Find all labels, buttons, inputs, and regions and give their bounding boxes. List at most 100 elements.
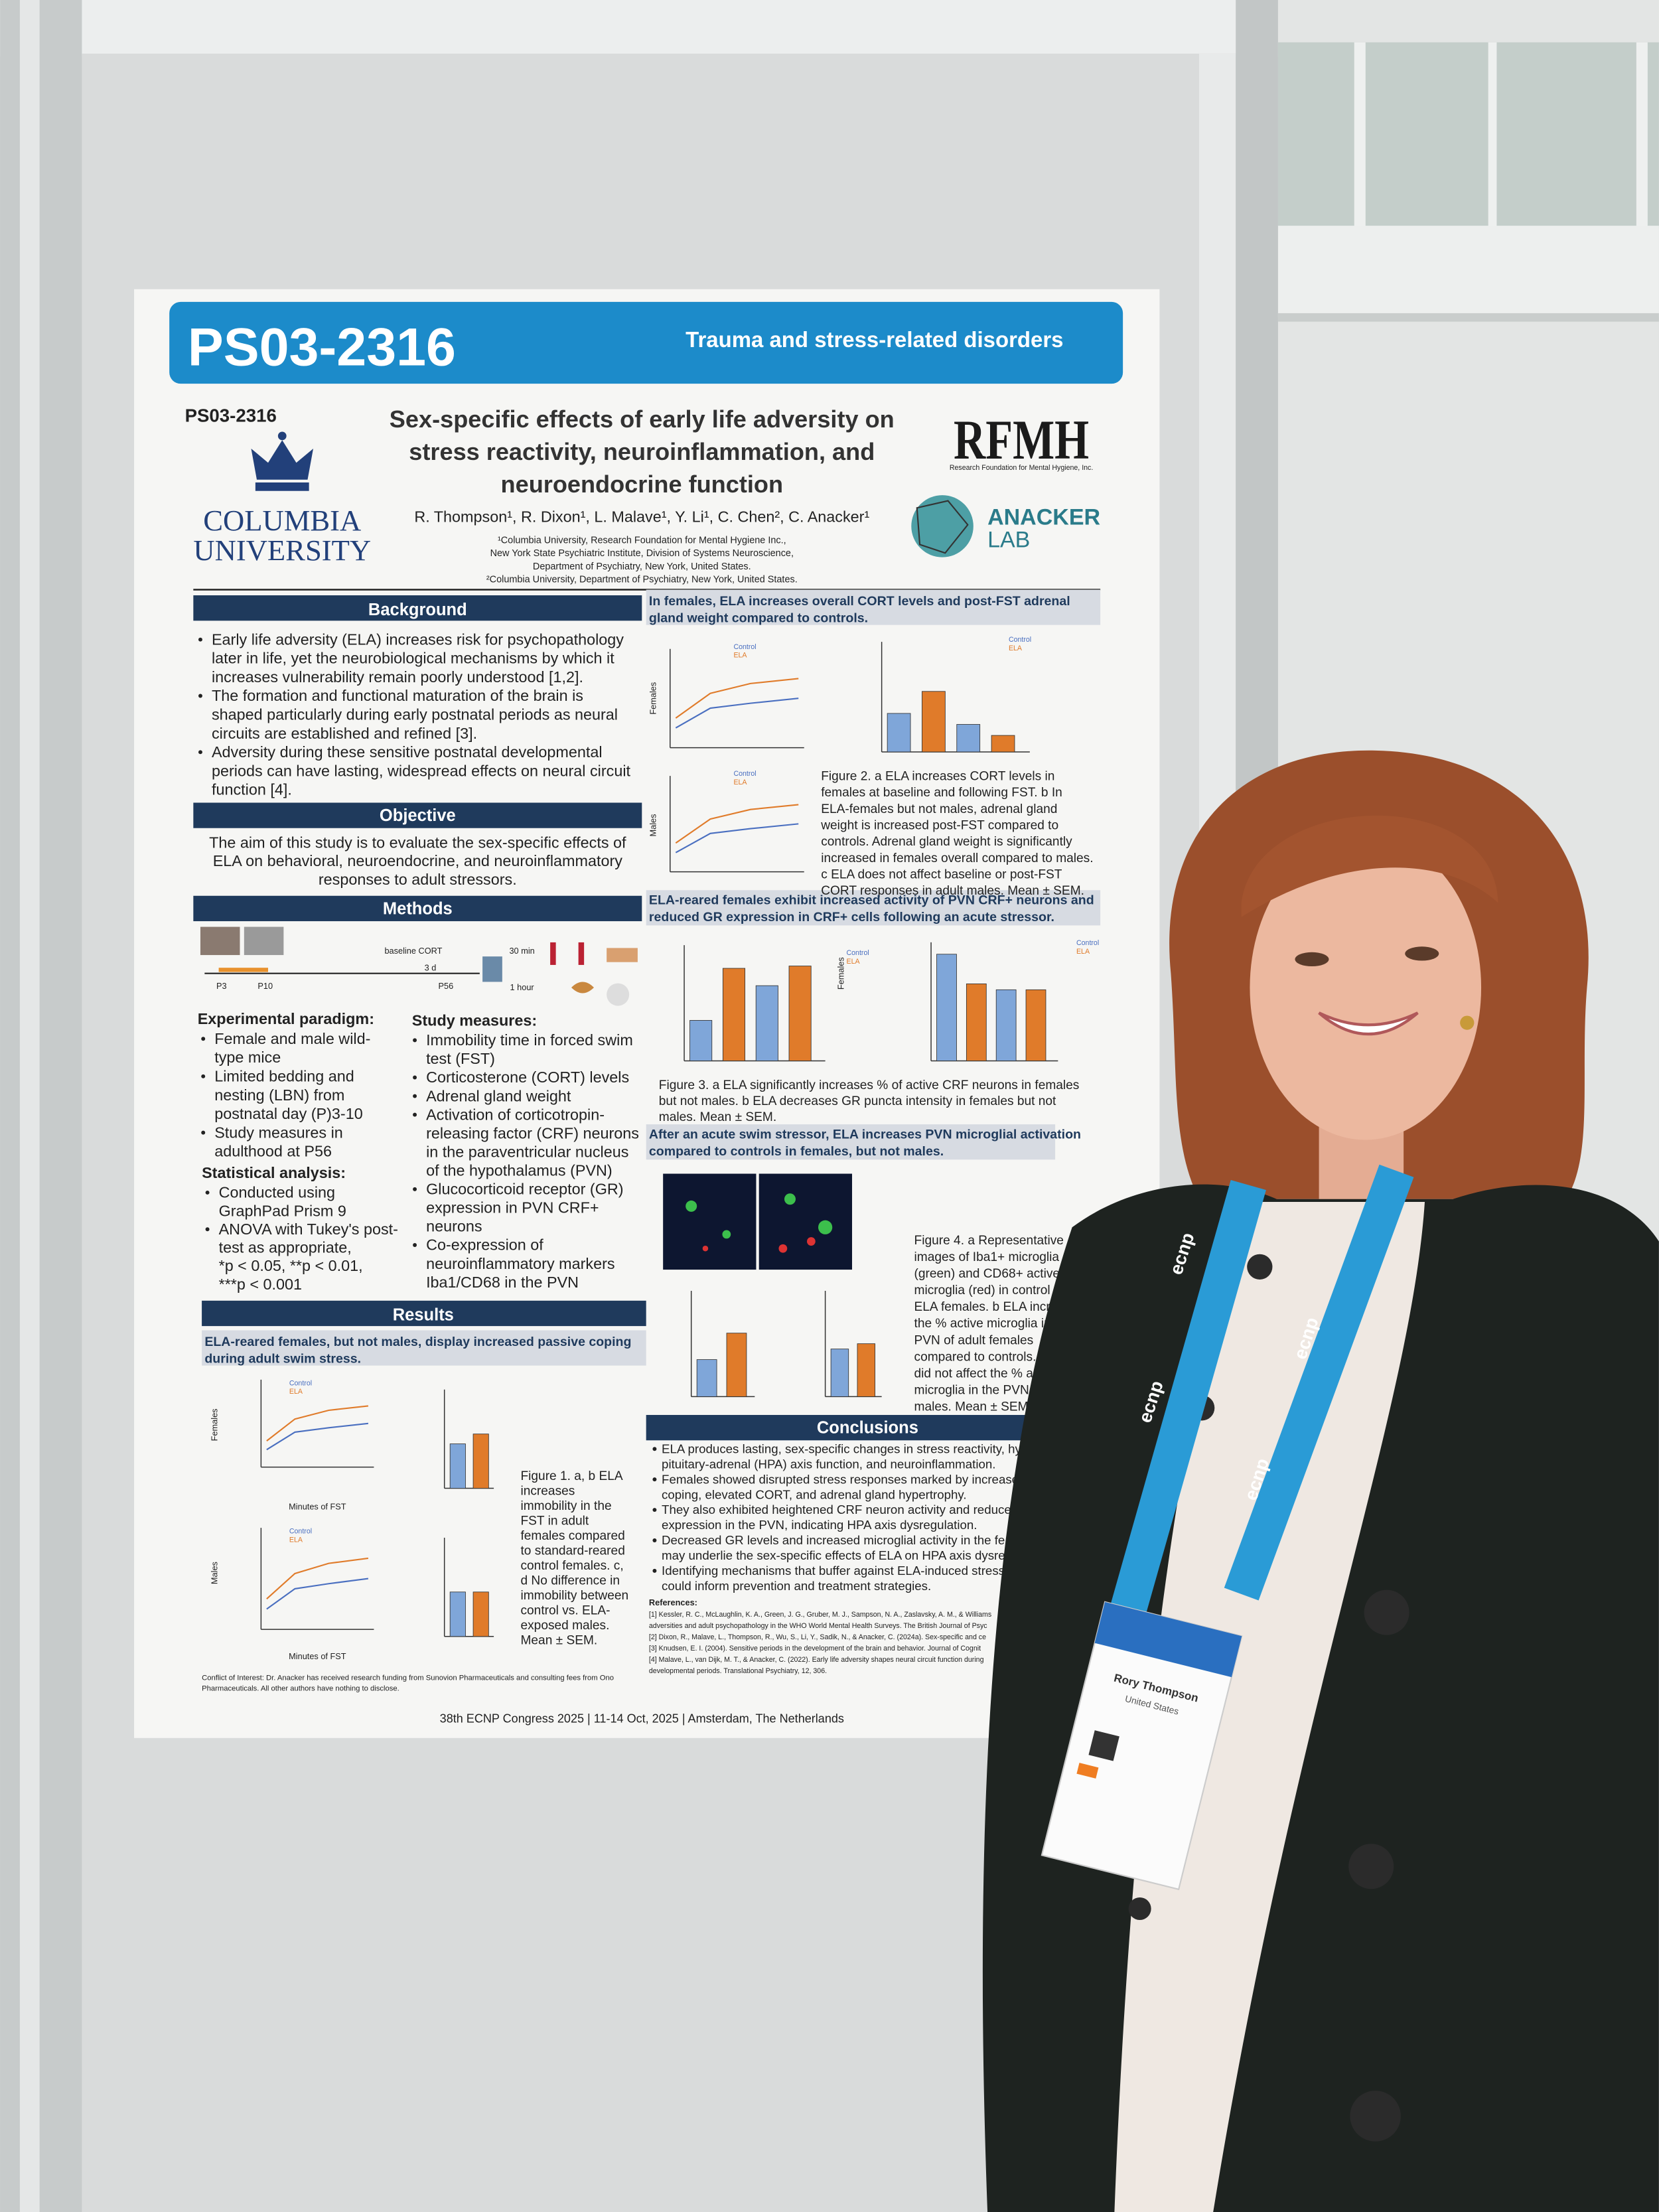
paradigm-diagram-part: [607, 948, 638, 962]
axis-label: Minutes of FST: [289, 1501, 346, 1511]
figure-caption: weight is increased post-FST compared to: [820, 818, 1058, 832]
plot-bar: [966, 983, 987, 1061]
conclusion-text: Decreased GR levels and increased microg…: [662, 1533, 1005, 1547]
banner-code: PS03-2316: [188, 318, 456, 378]
plot-bar: [887, 713, 911, 753]
micrographs-part: [685, 1200, 697, 1212]
bullet: [652, 1538, 657, 1542]
conclusion-text: may underlie the sex-specific effects of…: [662, 1548, 1012, 1562]
background-part: [1488, 42, 1497, 229]
person-part-part: [1128, 1897, 1151, 1920]
background-text: Adversity during these sensitive postnat…: [212, 743, 603, 761]
plot-bar: [726, 1333, 747, 1397]
poster-part: [646, 1415, 1070, 1441]
methods-text: neuroinflammatory markers: [426, 1255, 614, 1272]
plot-line: [266, 1405, 369, 1441]
reference: [1] Kessler, R. C., McLaughlin, K. A., G…: [649, 1611, 991, 1619]
timeline-label: P3: [216, 981, 227, 991]
reference: adversities and adult psychopathology in…: [649, 1622, 987, 1630]
paradigm-diagram-part: [550, 942, 556, 965]
poster-part: [646, 890, 1101, 926]
micrographs-part: [758, 1173, 853, 1270]
figure-caption: ELA females. b ELA incr: [914, 1300, 1051, 1314]
micrographs-part: [778, 1244, 788, 1253]
person-part: [1318, 1011, 1419, 1036]
figure-caption: compared to controls. c: [914, 1350, 1046, 1364]
figure-heading: gland weight compared to controls.: [649, 611, 868, 625]
background-text: function [4].: [212, 781, 292, 798]
rfmh-logo: RFMH: [954, 409, 1089, 471]
plot-line: [675, 804, 799, 844]
poster: PS03-2316 Trauma and stress-related disor…: [134, 289, 1160, 1738]
figure-caption: PVN of adult females: [914, 1333, 1034, 1347]
figure-caption: did not affect the % acti: [914, 1366, 1046, 1380]
conclusion-text: ELA produces lasting, sex-specific chang…: [662, 1441, 1028, 1455]
figure-caption: ELA-females but not males, adrenal gland: [821, 802, 1057, 816]
methods-text: adulthood at P56: [214, 1143, 332, 1160]
bullet: [652, 1477, 657, 1482]
figure-caption: males. Mean ± SEM.: [914, 1400, 1032, 1414]
conclusion-text: could inform prevention and treatment st…: [662, 1579, 931, 1593]
references-heading: References:: [649, 1597, 697, 1607]
plot-bar: [857, 1343, 875, 1397]
methods-text: expression in PVN CRF+: [426, 1199, 599, 1217]
methods-subheading: Statistical analysis:: [202, 1164, 346, 1181]
bullet: [413, 1243, 417, 1247]
person-part-part: [1348, 1844, 1394, 1889]
bullet: [413, 1038, 417, 1043]
plot-bar: [449, 1591, 466, 1637]
figure-caption: (green) and CD68+ active: [914, 1267, 1060, 1281]
figure-caption: the % active microglia in: [914, 1317, 1051, 1331]
background-part: [1277, 42, 1659, 229]
results-subheading: during adult swim stress.: [204, 1351, 361, 1366]
poster-part: [193, 895, 642, 922]
micrographs-part: [806, 1237, 816, 1246]
legend-label: ELA: [289, 1388, 303, 1396]
conflict-text: Pharmaceuticals. All other authors have …: [202, 1685, 399, 1693]
micrographs-part: [818, 1220, 833, 1234]
background-text: shaped particularly during early postnat…: [212, 706, 618, 723]
section-heading: Conclusions: [817, 1419, 918, 1438]
methods-text: Immobility time in forced swim: [426, 1031, 633, 1049]
poster-part: [193, 595, 642, 621]
poster-title: stress reactivity, neuroinflammation, an…: [409, 438, 875, 465]
figure-caption: immobility between: [520, 1589, 628, 1603]
methods-subheading: Study measures:: [412, 1011, 537, 1029]
bullet: [198, 637, 202, 642]
plot-line: [266, 1578, 369, 1610]
poster-part: [193, 802, 642, 828]
anacker-brain: [911, 495, 974, 557]
background-part: [19, 0, 40, 2212]
background-part: [1354, 42, 1366, 229]
figure-caption: microglia in the PVN of: [914, 1384, 1044, 1398]
legend-label: Control: [1076, 939, 1099, 947]
bullet: [652, 1447, 657, 1451]
poster-part: [202, 1330, 646, 1366]
legend-label: ELA: [847, 958, 861, 966]
plot-bar: [788, 966, 812, 1061]
plot-bar: [1025, 989, 1046, 1061]
plot-line: [675, 678, 799, 719]
poster-part: [646, 589, 1101, 625]
person-part: [1111, 1180, 1266, 1613]
section-heading: Objective: [380, 806, 456, 825]
poster-part: [169, 301, 1123, 384]
methods-text: nesting (LBN) from: [214, 1086, 344, 1104]
legend-label: ELA: [289, 1536, 303, 1544]
methods-text: *p < 0.05, **p < 0.01,: [219, 1257, 363, 1274]
affiliation: New York State Psychiatric Institute, Di…: [490, 548, 794, 559]
section-heading: Background: [368, 601, 467, 619]
conclusion-text: expression in the PVN, indicating HPA ax…: [662, 1518, 977, 1532]
timeline-label: P56: [438, 981, 453, 991]
methods-text: neurons: [426, 1218, 482, 1235]
micrographs: [663, 1173, 853, 1270]
objective-text: ELA on behavioral, neuroendocrine, and n…: [213, 852, 623, 869]
timeline-label: 1 hour: [510, 982, 535, 992]
figure-caption: d No difference in: [520, 1574, 620, 1588]
anacker-logo: ANACKER: [987, 505, 1100, 530]
bullet: [413, 1075, 417, 1080]
micrographs-part: [722, 1230, 731, 1239]
person-part: [1224, 1164, 1414, 1601]
figure-heading: After an acute swim stressor, ELA increa…: [649, 1127, 1081, 1142]
